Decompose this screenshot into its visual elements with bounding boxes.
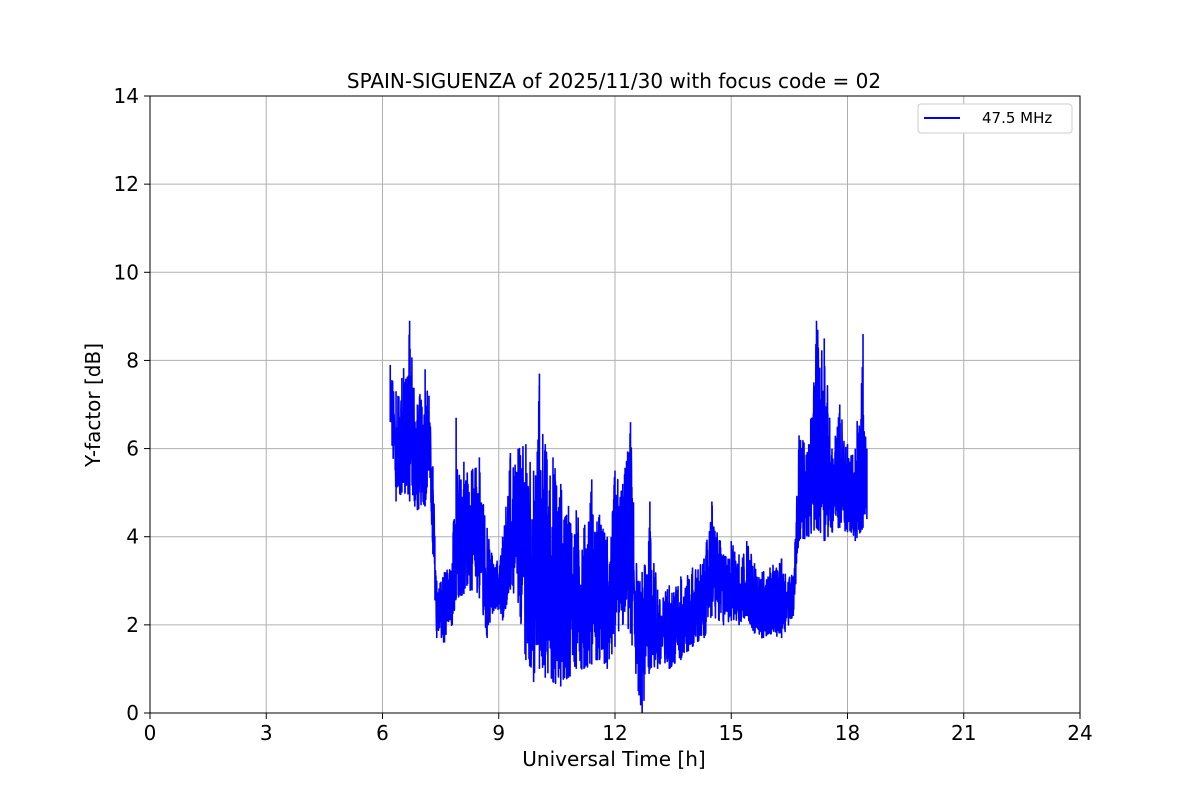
legend-box — [917, 103, 1073, 134]
x-tick-label: 12 — [602, 721, 627, 745]
y-axis-label: Y-factor [dB] — [81, 343, 105, 468]
x-tick-label: 9 — [492, 721, 505, 745]
x-tick-label: 0 — [144, 721, 157, 745]
x-tick-label: 15 — [719, 721, 744, 745]
series-layer — [389, 320, 868, 713]
x-tick-label: 18 — [835, 721, 860, 745]
chart-title: SPAIN-SIGUENZA of 2025/11/30 with focus … — [347, 69, 881, 93]
x-tick-label: 6 — [376, 721, 389, 745]
y-tick-label: 4 — [126, 525, 139, 549]
y-tick-label: 10 — [114, 260, 139, 284]
x-tick-label: 21 — [951, 721, 976, 745]
series-line — [389, 320, 868, 713]
legend-entry: 47.5 MHz — [982, 109, 1052, 127]
y-tick-label: 12 — [114, 172, 139, 196]
y-tick-label: 8 — [126, 348, 139, 372]
x-axis: 0 3 6 9 12 15 18 21 24 — [144, 713, 1093, 745]
x-axis-label: Universal Time [h] — [522, 747, 705, 771]
y-tick-label: 0 — [126, 701, 139, 725]
y-axis: 0 2 4 6 8 10 12 14 — [114, 84, 150, 725]
y-tick-label: 2 — [126, 613, 139, 637]
y-tick-label: 6 — [126, 437, 139, 461]
plot-area — [389, 320, 868, 713]
legend: 47.5 MHz — [917, 103, 1073, 134]
x-tick-label: 24 — [1067, 721, 1092, 745]
y-tick-label: 14 — [114, 84, 139, 108]
x-tick-label: 3 — [260, 721, 273, 745]
